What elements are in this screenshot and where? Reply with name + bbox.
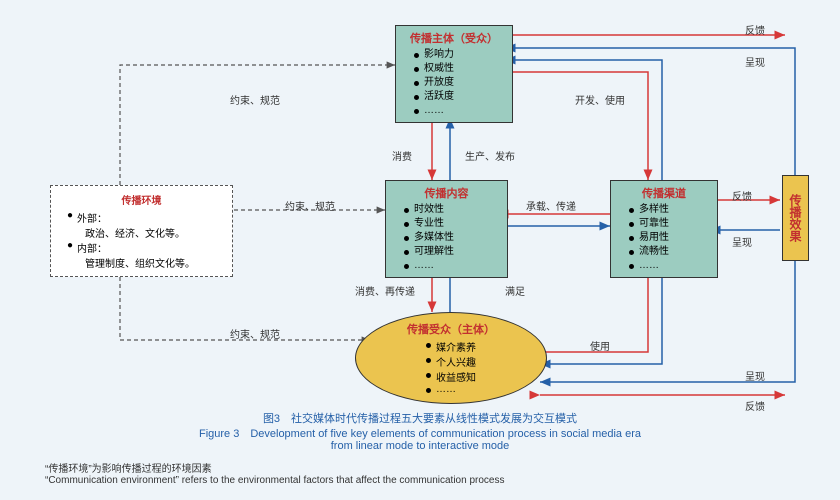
content-box: 传播内容 时效性 专业性 多媒体性 可理解性 …… [385, 180, 508, 278]
lbl-present3: 呈现 [745, 368, 765, 383]
lbl-carry: 承载、传递 [526, 198, 576, 213]
effect-box: 传播效果 [782, 175, 809, 261]
caption-cn: 图3 社交媒体时代传播过程五大要素从线性模式发展为交互模式 [0, 410, 840, 426]
note-cn: “传播环境”为影响传播过程的环境因素 [45, 460, 212, 475]
lbl-feedback2: 反馈 [732, 188, 752, 203]
subject-box: 传播主体（受众） 影响力 权威性 开放度 活跃度 …… [395, 25, 513, 123]
audience-ellipse: 传播受众（主体） 媒介素养 个人兴趣 收益感知 …… [355, 312, 547, 404]
caption-en1: Figure 3 Development of five key element… [0, 425, 840, 441]
lbl-satisfy: 满足 [505, 283, 525, 298]
lbl-develop: 开发、使用 [575, 92, 625, 107]
environment-box: 传播环境 ●外部： 政治、经济、文化等。 ●内部： 管理制度、组织文化等。 [50, 185, 233, 277]
lbl-consume: 消费 [392, 148, 412, 163]
lbl-constrain1: 约束、规范 [230, 92, 280, 107]
channel-box: 传播渠道 多样性 可靠性 易用性 流畅性 …… [610, 180, 718, 278]
lbl-constrain3: 约束、规范 [230, 326, 280, 341]
note-en: “Communication environment” refers to th… [45, 475, 504, 486]
lbl-feedback1: 反馈 [745, 22, 765, 37]
lbl-produce: 生产、发布 [465, 148, 515, 163]
lbl-present1: 呈现 [745, 54, 765, 69]
diagram-container: 传播环境 ●外部： 政治、经济、文化等。 ●内部： 管理制度、组织文化等。 传播… [0, 0, 840, 500]
caption-en2: from linear mode to interactive mode [0, 440, 840, 452]
lbl-present2: 呈现 [732, 234, 752, 249]
environment-title: 传播环境 [59, 192, 224, 207]
lbl-consume-re: 消费、再传递 [355, 283, 415, 298]
lbl-use: 使用 [590, 338, 610, 353]
lbl-constrain2: 约束、规范 [285, 198, 335, 213]
